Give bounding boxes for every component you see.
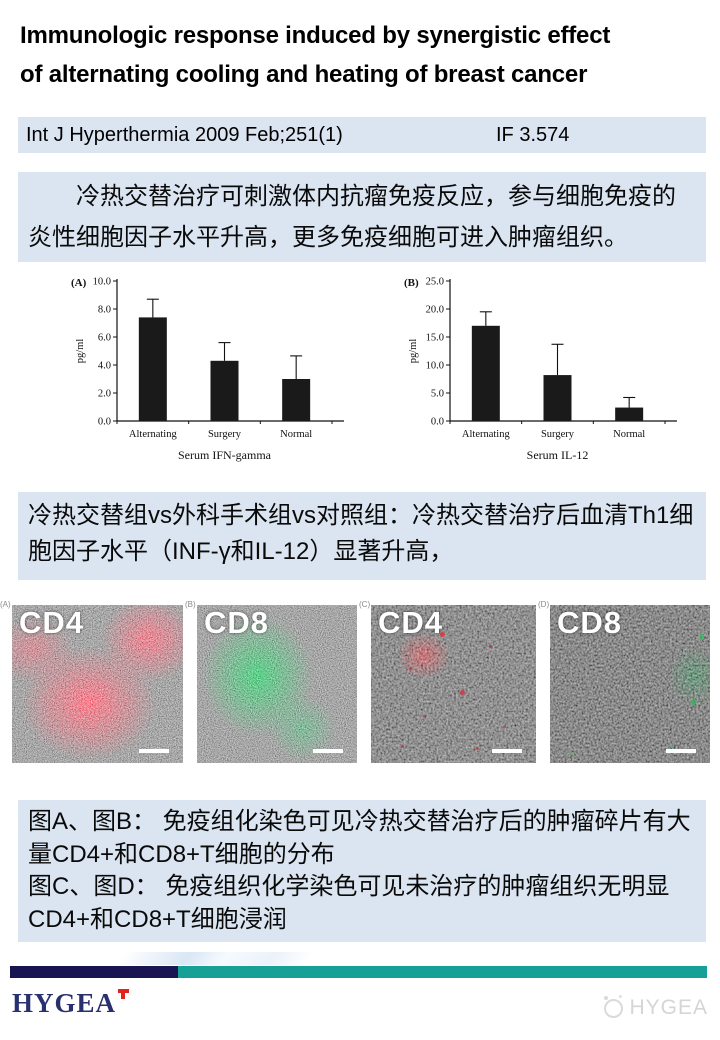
svg-text:Alternating: Alternating xyxy=(462,429,511,440)
svg-text:0.0: 0.0 xyxy=(98,417,111,428)
svg-text:Surgery: Surgery xyxy=(541,429,575,440)
svg-text:Serum IL-12: Serum IL-12 xyxy=(527,448,589,462)
summary-text-1: 冷热交替治疗可刺激体内抗瘤免疫反应，参与细胞免疫的炎性细胞因子水平升高，更多免疫… xyxy=(28,183,676,251)
bar-chart-serum-ifn-gamma: 0.0 2.0 4.0 6.0 8.0 10.0 (A) pg/ml Alternating Su… xyxy=(25,262,360,470)
summary-block-1: 冷热交替治疗可刺激体内抗瘤免疫反应，参与细胞免疫的炎性细胞因子水平升高，更多免疫… xyxy=(18,172,706,262)
svg-text:pg/ml: pg/ml xyxy=(408,339,419,364)
scale-bar xyxy=(666,749,696,753)
page-title-line1: Immunologic response induced by synergis… xyxy=(20,22,611,49)
panel-letter-label: (B) xyxy=(185,600,196,609)
svg-text:Surgery: Surgery xyxy=(208,429,242,440)
svg-text:8.0: 8.0 xyxy=(98,305,111,316)
svg-text:25.0: 25.0 xyxy=(426,277,444,288)
hygea-logo-text: HYGEA xyxy=(12,988,117,1018)
citation-bar: Int J Hyperthermia 2009 Feb;251(1) IF 3.… xyxy=(18,117,706,153)
svg-text:Normal: Normal xyxy=(613,429,645,440)
svg-text:2.0: 2.0 xyxy=(98,389,111,400)
svg-text:20.0: 20.0 xyxy=(426,305,444,316)
micrograph-panel-c: (C) CD4 xyxy=(359,600,536,763)
svg-text:(A): (A) xyxy=(71,277,87,289)
svg-text:0.0: 0.0 xyxy=(431,417,444,428)
watermark-ring-icon xyxy=(604,994,624,1018)
svg-text:pg/ml: pg/ml xyxy=(75,339,86,364)
svg-text:Normal: Normal xyxy=(280,429,312,440)
figure-caption-line1: 图A、图B： 免疫组化染色可见冷热交替治疗后的肿瘤碎片有大量CD4+和CD8+T… xyxy=(28,808,691,868)
panel-letter-label: (C) xyxy=(359,600,371,609)
svg-text:4.0: 4.0 xyxy=(98,361,111,372)
red-speckle-dots xyxy=(371,605,374,608)
figure-caption-block: 图A、图B： 免疫组化染色可见冷热交替治疗后的肿瘤碎片有大量CD4+和CD8+T… xyxy=(18,800,706,942)
svg-text:10.0: 10.0 xyxy=(93,277,111,288)
svg-text:15.0: 15.0 xyxy=(426,333,444,344)
figure-caption-line2: 图C、图D： 免疫组织化学染色可见未治疗的肿瘤组织无明显CD4+和CD8+T细胞… xyxy=(28,873,670,933)
red-cross-icon xyxy=(118,989,130,1001)
marker-label: CD4 xyxy=(378,605,444,640)
svg-text:Serum IFN-gamma: Serum IFN-gamma xyxy=(178,448,272,462)
green-speckle-dots xyxy=(550,605,553,608)
impact-factor: IF 3.574 xyxy=(496,124,570,146)
summary-block-2: 冷热交替组vs外科手术组vs对照组：冷热交替治疗后血清Th1细胞因子水平（INF… xyxy=(18,492,706,580)
svg-text:Alternating: Alternating xyxy=(129,429,178,440)
page-title-line2: of alternating cooling and heating of br… xyxy=(20,61,588,88)
watermark-text: HYGEA xyxy=(629,996,708,1019)
micrograph-noise-texture xyxy=(550,605,710,763)
summary-text-2: 冷热交替组vs外科手术组vs对照组：冷热交替治疗后血清Th1细胞因子水平（INF… xyxy=(28,502,694,565)
svg-text:6.0: 6.0 xyxy=(98,333,111,344)
scale-bar xyxy=(492,749,522,753)
scale-bar xyxy=(313,749,343,753)
micrograph-panel-d: (D) CD8 xyxy=(538,600,710,763)
marker-label: CD8 xyxy=(204,605,270,640)
journal-reference: Int J Hyperthermia 2009 Feb;251(1) xyxy=(26,124,343,146)
page-title: Immunologic response induced by synergis… xyxy=(20,16,708,94)
footer-navy-bar xyxy=(10,966,178,978)
micrograph-strip: (A) CD4 (B) CD8 (C) CD4 (D) CD8 xyxy=(0,600,710,763)
svg-text:(B): (B) xyxy=(404,277,419,289)
panel-letter-label: (A) xyxy=(0,600,11,609)
hygea-logo: HYGEA xyxy=(12,988,130,1019)
marker-label: CD8 xyxy=(557,605,623,640)
scale-bar xyxy=(139,749,169,753)
footer-teal-bar xyxy=(178,966,707,978)
micrograph-panel-a: (A) CD4 xyxy=(0,600,183,763)
charts-row: 0.0 2.0 4.0 6.0 8.0 10.0 (A) pg/ml Alternating Su… xyxy=(0,262,720,470)
svg-text:10.0: 10.0 xyxy=(426,361,444,372)
panel-letter-label: (D) xyxy=(538,600,550,609)
micrograph-panel-b: (B) CD8 xyxy=(185,600,357,763)
footer-gradient-accent xyxy=(115,952,315,965)
watermark: HYGEA xyxy=(604,994,708,1020)
bar-chart-serum-il-12: 0.0 5.0 10.0 15.0 20.0 25.0 (B) pg/ml Alternatin… xyxy=(358,262,693,470)
marker-label: CD4 xyxy=(19,605,85,640)
svg-text:5.0: 5.0 xyxy=(431,389,444,400)
